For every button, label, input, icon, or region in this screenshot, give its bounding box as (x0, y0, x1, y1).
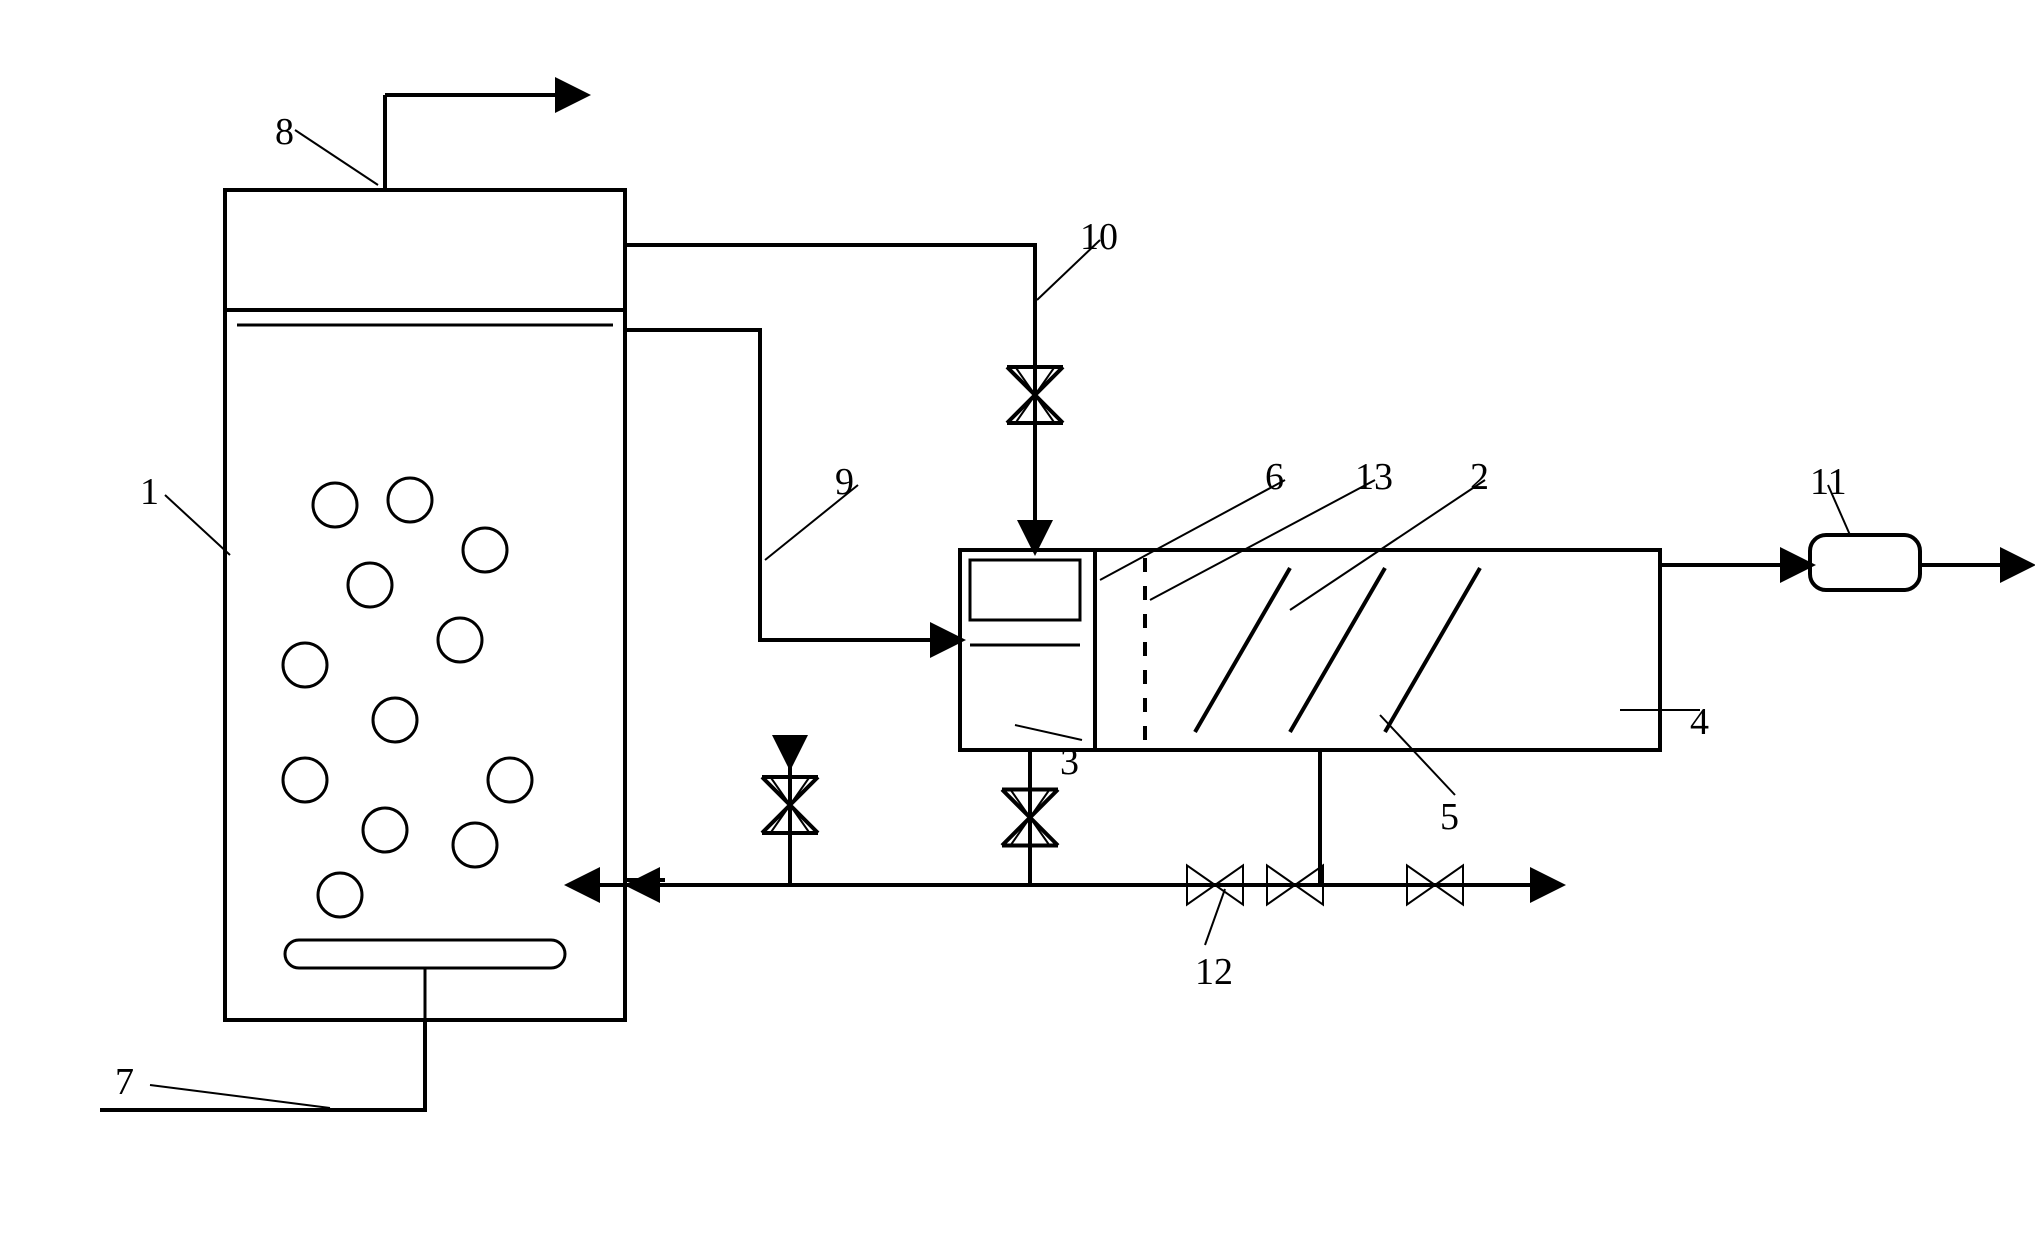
label-l6: 6 (1265, 455, 1284, 499)
label-l8: 8 (275, 110, 294, 154)
label-l1: 1 (140, 470, 159, 514)
label-l10: 10 (1080, 215, 1118, 259)
label-l2: 2 (1470, 455, 1489, 499)
label-l7: 7 (115, 1060, 134, 1104)
label-l3: 3 (1060, 740, 1079, 784)
label-l5: 5 (1440, 795, 1459, 839)
label-l9: 9 (835, 460, 854, 504)
label-l4: 4 (1690, 700, 1709, 744)
label-l13: 13 (1355, 455, 1393, 499)
process-diagram (0, 0, 2035, 1241)
label-l11: 11 (1810, 460, 1847, 504)
label-l12: 12 (1195, 950, 1233, 994)
